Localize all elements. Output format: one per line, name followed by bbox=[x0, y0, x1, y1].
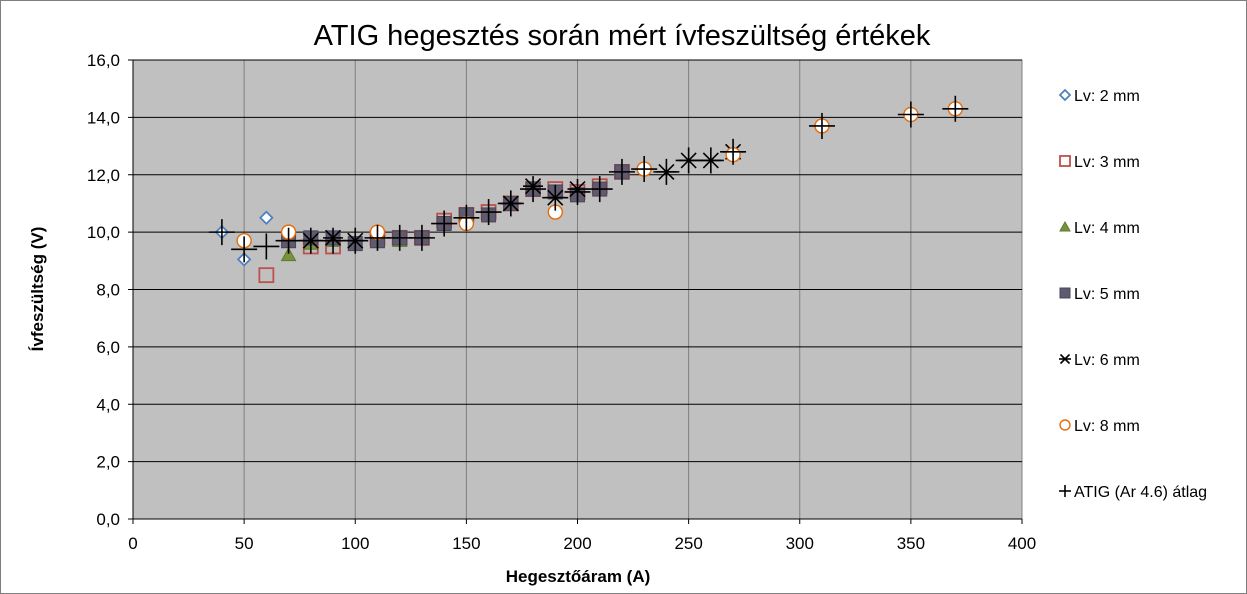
legend-marker bbox=[1058, 88, 1072, 102]
legend-label: Lv: 4 mm bbox=[1074, 220, 1140, 237]
y-tick-label: 16,0 bbox=[87, 51, 120, 70]
data-point bbox=[386, 224, 413, 251]
x-axis-title: Hegesztőáram (A) bbox=[506, 567, 651, 586]
legend-marker bbox=[1059, 220, 1071, 232]
legend-item: Lv: 2 mm bbox=[1058, 88, 1140, 105]
legend-label: ATIG (Ar 4.6) átlag bbox=[1074, 484, 1207, 501]
data-point bbox=[275, 227, 302, 254]
data-point bbox=[720, 138, 747, 165]
data-point bbox=[208, 219, 235, 246]
y-tick-label: 0,0 bbox=[96, 510, 120, 529]
data-point bbox=[364, 224, 391, 251]
legend-label: Lv: 3 mm bbox=[1074, 154, 1140, 171]
data-point bbox=[431, 210, 458, 237]
y-tick-label: 12,0 bbox=[87, 166, 120, 185]
legend-item: Lv: 5 mm bbox=[1059, 286, 1140, 303]
data-point bbox=[342, 227, 369, 254]
legend-marker bbox=[1059, 485, 1071, 497]
data-point bbox=[258, 267, 275, 284]
x-tick-label: 150 bbox=[452, 534, 480, 553]
x-tick-label: 100 bbox=[341, 534, 369, 553]
y-axis-title: Ívfeszültség (V) bbox=[28, 227, 47, 352]
x-tick-label: 0 bbox=[128, 534, 137, 553]
x-tick-label: 250 bbox=[674, 534, 702, 553]
data-point bbox=[542, 184, 569, 211]
data-series bbox=[208, 95, 969, 284]
data-point bbox=[320, 227, 347, 254]
gridlines bbox=[133, 59, 1022, 519]
data-point bbox=[942, 95, 969, 122]
data-point bbox=[280, 247, 297, 262]
legend-label: Lv: 2 mm bbox=[1074, 88, 1140, 105]
legend-item: Lv: 6 mm bbox=[1059, 352, 1140, 369]
data-point bbox=[608, 158, 635, 185]
y-tick-label: 10,0 bbox=[87, 223, 120, 242]
data-point bbox=[897, 101, 924, 128]
data-point bbox=[497, 190, 524, 217]
data-point bbox=[653, 158, 680, 185]
y-tick-label: 8,0 bbox=[96, 281, 120, 300]
x-tick-label: 300 bbox=[786, 534, 814, 553]
legend-label: Lv: 5 mm bbox=[1074, 286, 1140, 303]
y-tick-label: 4,0 bbox=[96, 395, 120, 414]
y-tick-label: 2,0 bbox=[96, 453, 120, 472]
data-point bbox=[697, 147, 724, 174]
data-point bbox=[631, 156, 658, 183]
x-tick-label: 200 bbox=[563, 534, 591, 553]
data-point bbox=[564, 178, 591, 205]
series-7 bbox=[208, 95, 969, 263]
data-point bbox=[453, 204, 480, 231]
x-tick-label: 350 bbox=[897, 534, 925, 553]
legend: Lv: 2 mm Lv: 3 mm Lv: 4 mm Lv: 5 mm Lv: 6 mm… bbox=[1058, 88, 1207, 501]
x-tick-label: 50 bbox=[235, 534, 254, 553]
legend-item: ATIG (Ar 4.6) átlag bbox=[1059, 484, 1207, 501]
legend-item: Lv: 4 mm bbox=[1059, 220, 1140, 237]
data-point bbox=[408, 224, 435, 251]
axes: 0 50 100 150 200 250 300 350 400 0,0 2,0 4,0 6,0 8,0 1… bbox=[87, 51, 1036, 553]
legend-marker bbox=[1059, 419, 1071, 431]
legend-marker bbox=[1059, 155, 1071, 167]
x-tick-label: 400 bbox=[1008, 534, 1036, 553]
legend-item: Lv: 8 mm bbox=[1059, 418, 1140, 435]
data-point bbox=[675, 147, 702, 174]
legend-label: Lv: 8 mm bbox=[1074, 418, 1140, 435]
data-point bbox=[253, 233, 280, 260]
chart-title: ATIG hegesztés során mért ívfeszültség é… bbox=[314, 20, 931, 52]
data-point bbox=[259, 210, 274, 226]
legend-marker bbox=[1059, 287, 1071, 299]
y-tick-label: 6,0 bbox=[96, 338, 120, 357]
y-tick-label: 14,0 bbox=[87, 108, 120, 127]
data-point bbox=[475, 199, 502, 226]
legend-label: Lv: 6 mm bbox=[1074, 352, 1140, 369]
data-point bbox=[586, 176, 613, 203]
data-point bbox=[231, 236, 258, 263]
data-point bbox=[297, 227, 324, 254]
data-point bbox=[808, 112, 835, 139]
asterisk-stroke bbox=[1059, 353, 1071, 365]
legend-marker bbox=[1059, 353, 1071, 365]
legend-item: Lv: 3 mm bbox=[1059, 154, 1140, 171]
data-point bbox=[520, 176, 547, 203]
